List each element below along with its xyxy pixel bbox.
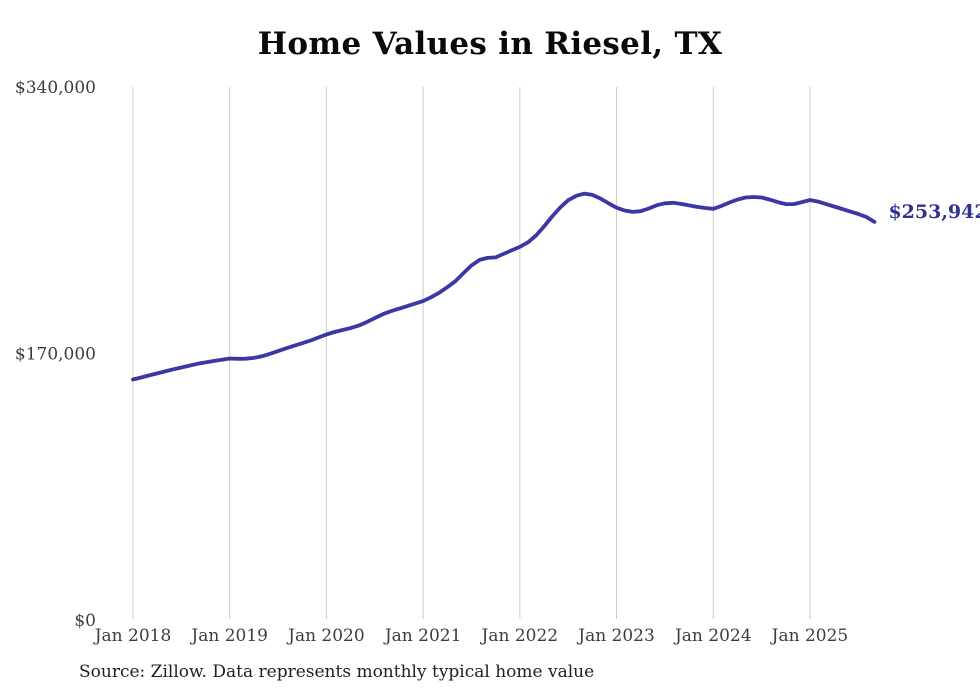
- latest-value-label: $253,942: [888, 200, 980, 223]
- x-axis-tick-label: Jan 2024: [673, 626, 752, 646]
- y-axis-tick-label: $340,000: [15, 78, 96, 98]
- y-axis-tick-label: $170,000: [15, 345, 96, 365]
- y-axis-tick-label: $0: [74, 611, 96, 631]
- x-axis-tick-label: Jan 2021: [383, 626, 462, 646]
- home-value-line-series: [131, 191, 877, 382]
- source-note: Source: Zillow. Data represents monthly …: [79, 662, 595, 682]
- x-axis-tick-label: Jan 2020: [286, 626, 365, 646]
- x-axis-tick-label: Jan 2023: [576, 626, 655, 646]
- x-axis-tick-label: Jan 2018: [93, 626, 172, 646]
- x-axis-tick-label: Jan 2025: [770, 626, 849, 646]
- x-axis-tick-label: Jan 2022: [480, 626, 559, 646]
- x-axis-tick-label: Jan 2019: [189, 626, 268, 646]
- chart-title: Home Values in Riesel, TX: [257, 26, 723, 62]
